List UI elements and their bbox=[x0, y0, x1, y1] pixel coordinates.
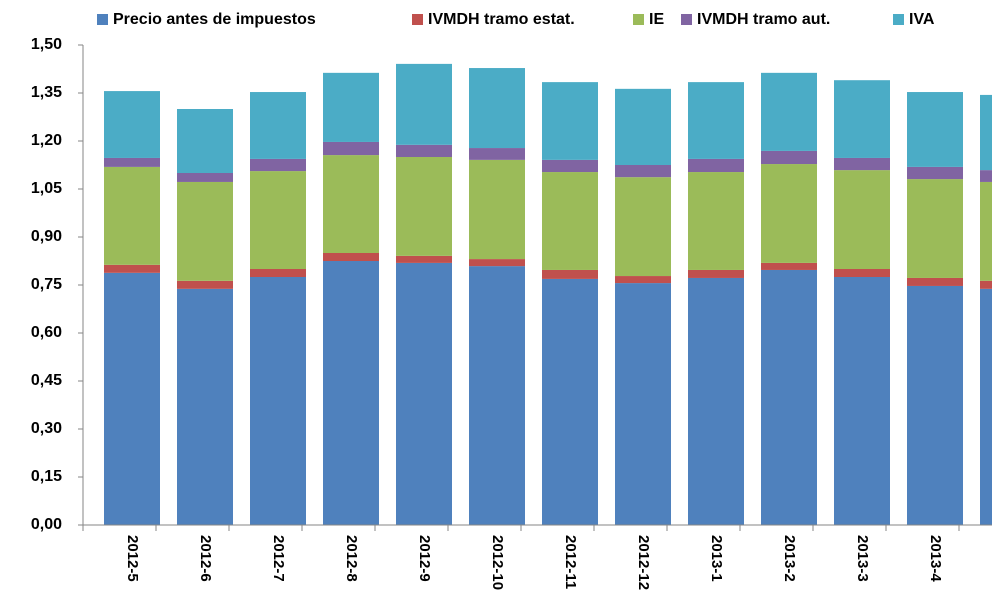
bar-segment bbox=[907, 277, 963, 286]
bar-segment bbox=[688, 269, 744, 278]
bar-segment bbox=[542, 278, 598, 525]
bar-segment bbox=[907, 166, 963, 180]
legend-label: IVMDH tramo aut. bbox=[697, 11, 830, 28]
x-tick-label: 2012-7 bbox=[270, 535, 287, 582]
bar-segment bbox=[177, 181, 233, 281]
legend-label: Precio antes de impuestos bbox=[113, 11, 316, 28]
y-tick-label: 1,50 bbox=[31, 36, 62, 53]
bar-segment bbox=[980, 170, 992, 182]
bar-segment bbox=[761, 72, 817, 151]
bar-segment bbox=[250, 158, 306, 172]
x-tick-label: 2012-8 bbox=[343, 535, 360, 582]
bar-segment bbox=[834, 170, 890, 269]
bar-segment bbox=[761, 150, 817, 165]
bar-segment bbox=[323, 253, 379, 261]
bar-segment bbox=[323, 261, 379, 525]
bar-segment bbox=[323, 72, 379, 142]
legend-label: IVMDH tramo estat. bbox=[428, 11, 575, 28]
bar-segment bbox=[761, 164, 817, 263]
bar-segment bbox=[980, 280, 992, 289]
bar-segment bbox=[980, 181, 992, 281]
bar-segment bbox=[177, 280, 233, 289]
bar-segment bbox=[907, 285, 963, 525]
bar-segment bbox=[104, 166, 160, 265]
y-tick-label: 0,90 bbox=[31, 228, 62, 245]
bar-segment bbox=[104, 91, 160, 158]
legend-swatch bbox=[412, 14, 423, 25]
bar-segment bbox=[469, 148, 525, 160]
y-tick-label: 0,75 bbox=[31, 276, 62, 293]
bar-segment bbox=[469, 159, 525, 260]
bar-segment bbox=[615, 276, 671, 284]
bar-segment bbox=[104, 264, 160, 273]
bar-segment bbox=[907, 92, 963, 167]
bar-segment bbox=[688, 172, 744, 270]
y-tick-label: 1,20 bbox=[31, 132, 62, 149]
bar-segment bbox=[396, 255, 452, 263]
bar-segment bbox=[542, 82, 598, 160]
y-tick-label: 0,30 bbox=[31, 420, 62, 437]
bar-segment bbox=[615, 88, 671, 165]
legend-label: IVA bbox=[909, 11, 935, 28]
bar-segment bbox=[396, 144, 452, 157]
y-tick-label: 1,35 bbox=[31, 84, 62, 101]
bar-segment bbox=[688, 158, 744, 173]
x-tick-label: 2013-2 bbox=[781, 535, 798, 582]
bar-segment bbox=[323, 141, 379, 156]
x-tick-label: 2013-3 bbox=[854, 535, 871, 582]
x-tick-label: 2012-10 bbox=[489, 535, 506, 590]
bar-segment bbox=[396, 262, 452, 525]
y-tick-label: 0,60 bbox=[31, 324, 62, 341]
bar-segment bbox=[396, 157, 452, 256]
x-tick-label: 2012-12 bbox=[635, 535, 652, 590]
bar-segment bbox=[688, 277, 744, 525]
legend-swatch bbox=[893, 14, 904, 25]
x-tick-label: 2013-4 bbox=[927, 535, 944, 582]
bar-segment bbox=[834, 80, 890, 158]
bar-segment bbox=[469, 266, 525, 525]
bar-segment bbox=[469, 68, 525, 149]
bar-segment bbox=[834, 269, 890, 277]
x-tick-label: 2013-1 bbox=[708, 535, 725, 582]
bar-segment bbox=[323, 155, 379, 253]
bar-segment bbox=[542, 269, 598, 279]
bar-segment bbox=[688, 82, 744, 159]
bar-segment bbox=[615, 177, 671, 277]
bar-segment bbox=[250, 269, 306, 277]
bar-segment bbox=[104, 157, 160, 167]
bar-segment bbox=[542, 159, 598, 173]
x-tick-label: 2012-9 bbox=[416, 535, 433, 582]
legend-swatch bbox=[633, 14, 644, 25]
bar-segment bbox=[761, 269, 817, 525]
bar-segment bbox=[104, 272, 160, 525]
x-tick-label: 2012-11 bbox=[562, 535, 579, 589]
y-tick-label: 0,45 bbox=[31, 372, 62, 389]
x-tick-label: 2012-5 bbox=[124, 535, 141, 582]
y-tick-label: 0,00 bbox=[31, 516, 62, 533]
bar-segment bbox=[615, 283, 671, 525]
legend-label: IE bbox=[649, 11, 664, 28]
bar-segment bbox=[761, 262, 817, 270]
bar-segment bbox=[834, 157, 890, 171]
y-tick-label: 0,15 bbox=[31, 468, 62, 485]
bar-segment bbox=[907, 179, 963, 278]
x-tick-label: 2012-6 bbox=[197, 535, 214, 582]
bar-segment bbox=[250, 277, 306, 525]
bar-segment bbox=[250, 171, 306, 269]
bar-segment bbox=[177, 109, 233, 173]
bar-segment bbox=[469, 259, 525, 267]
legend-swatch bbox=[681, 14, 692, 25]
bar-segment bbox=[177, 288, 233, 525]
bar-segment bbox=[834, 277, 890, 525]
bar-segment bbox=[396, 63, 452, 145]
bar-segment bbox=[980, 288, 992, 525]
legend-swatch bbox=[97, 14, 108, 25]
bar-segment bbox=[980, 94, 992, 171]
bar-segment bbox=[615, 165, 671, 178]
bar-segment bbox=[250, 92, 306, 159]
bar-segment bbox=[542, 172, 598, 270]
y-tick-label: 1,05 bbox=[31, 180, 62, 197]
bar-segment bbox=[177, 173, 233, 182]
